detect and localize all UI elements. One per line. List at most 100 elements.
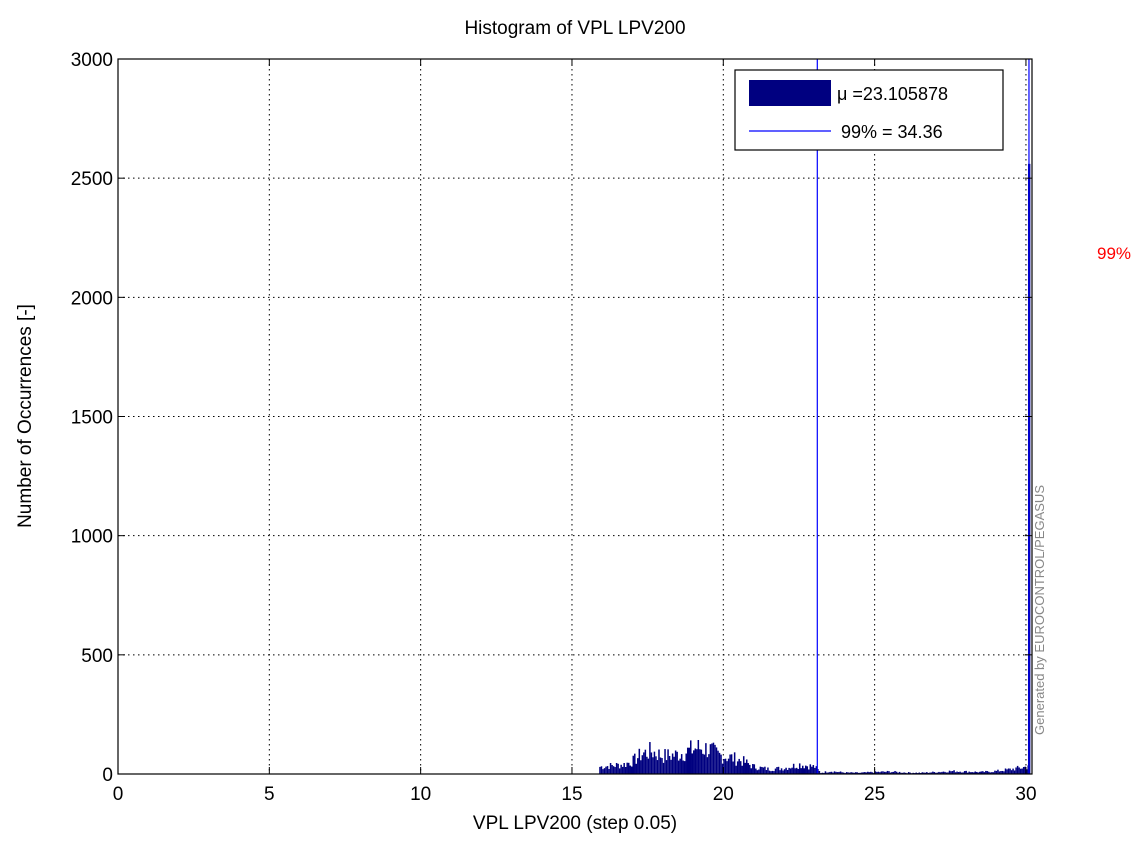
histogram-bar [738,758,740,774]
histogram-bar [727,758,730,774]
histogram-bar [685,753,687,774]
histogram-bar [962,772,964,774]
histogram-bar [717,750,719,774]
histogram-bar [773,771,775,774]
histogram-bar [680,754,683,774]
histogram-bar [924,772,927,774]
x-tick-label: 20 [713,784,734,805]
histogram-bar [811,766,813,774]
histogram-bar [720,754,722,774]
histogram-bar [765,770,768,774]
histogram-bar [683,761,686,774]
histogram-bar [862,772,865,774]
histogram-bar [638,748,641,774]
histogram-bar [827,772,830,774]
histogram-bar [839,771,842,774]
histogram-bar [664,749,666,774]
histogram-bar [629,765,631,774]
histogram-bar [665,760,668,774]
histogram-bar [848,772,851,774]
y-tick-label: 3000 [71,50,113,71]
histogram-bar [1004,768,1007,774]
histogram-bar [602,769,604,774]
histogram-bar [721,763,724,774]
histogram-bar [1018,767,1020,774]
histogram-bar [783,769,786,774]
histogram-bar [655,756,657,774]
histogram-bar [767,767,769,774]
histogram-bar [888,771,890,774]
histogram-bar [1007,768,1010,774]
histogram-bar [1012,768,1014,774]
histogram-bar [621,766,624,774]
histogram-bar [649,742,651,774]
histogram-bar [809,764,812,774]
histogram-bar [671,753,674,774]
histogram-bar [732,761,734,774]
histogram-bar [1000,771,1002,774]
histogram-bar [643,752,645,774]
histogram-bar [644,749,647,774]
histogram-bar [1003,771,1005,774]
histogram-bar [777,766,780,774]
x-tick-label: 30 [1015,784,1036,805]
histogram-bar [835,771,837,774]
histogram-bar [774,768,777,774]
histogram-bar [832,772,834,774]
histogram-bar [909,772,911,774]
histogram-bar [864,772,866,774]
histogram-bar [997,769,999,774]
histogram-bar [900,772,902,774]
histogram-bar [1010,770,1013,774]
histogram-bar [646,756,648,774]
histogram-bar [792,763,795,774]
histogram-bar [694,748,697,774]
histogram-bar [877,771,880,774]
histogram-bar [709,744,712,774]
histogram-bar [667,749,669,774]
histogram-bar [759,766,762,774]
histogram-bar [771,770,774,774]
x-tick-label: 0 [113,784,124,805]
x-tick-label: 5 [264,784,275,805]
histogram-bar [1019,768,1022,774]
histogram-bar [803,768,806,774]
histogram-bar [795,767,798,774]
histogram-bar [797,768,799,774]
histogram-bar [933,772,936,774]
histogram-bar [712,742,715,774]
histogram-bar [733,752,736,774]
y-tick-label: 2000 [71,288,113,309]
y-tick-label: 1000 [71,527,113,548]
plot-area [118,59,1032,774]
histogram-bar [988,771,990,774]
histogram-bar [749,764,751,774]
histogram-bar [985,770,987,774]
histogram-bar [1001,770,1004,774]
histogram-bar [779,770,781,774]
histogram-bar [959,771,961,774]
histogram-bar [1021,768,1023,774]
histogram-bar [614,767,616,774]
histogram-bar [944,771,946,774]
y-axis-label: Number of Occurrences [-] [15,304,36,528]
histogram-bar [995,770,998,774]
histogram-bar [939,772,942,774]
histogram-bar [953,770,955,774]
histogram-bar [656,760,659,774]
histogram-bar [609,763,612,774]
histogram-bar [634,753,636,774]
histogram-bar [798,763,801,774]
histogram-bar [845,772,848,774]
histogram-bar [630,766,633,774]
histogram-bar [714,744,716,774]
histogram-bar [706,757,709,774]
histogram-bar [950,771,952,774]
histogram-bar [966,772,969,774]
histogram-bar [814,767,816,774]
histogram-bar [617,763,619,774]
histogram-bar [735,765,737,774]
histogram-bar [782,770,784,774]
histogram-bar [752,764,754,774]
